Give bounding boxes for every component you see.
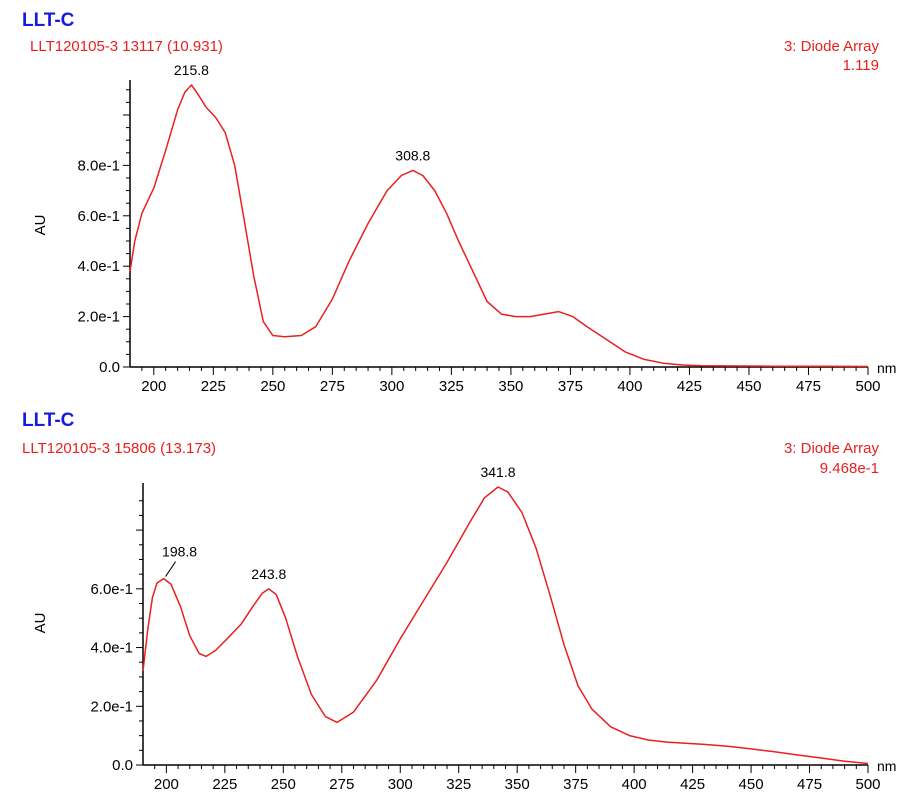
y-tick-label: 4.0e-1 xyxy=(77,258,120,275)
x-axis-label: nm xyxy=(877,758,896,774)
y-tick-label: 6.0e-1 xyxy=(90,581,133,598)
max-absorbance: 1.119 xyxy=(842,57,879,74)
x-tick-label: 225 xyxy=(212,776,237,793)
x-tick-label: 225 xyxy=(201,378,226,395)
y-axis-label: AU xyxy=(32,215,49,236)
x-tick-label: 250 xyxy=(260,378,285,395)
x-tick-label: 475 xyxy=(796,378,821,395)
peak-label: 341.8 xyxy=(480,464,515,480)
x-tick-label: 400 xyxy=(617,378,642,395)
x-tick-label: 250 xyxy=(271,776,296,793)
spectrum-line xyxy=(142,486,869,765)
spectrum-panel-2: LLT-C LLT120105-3 15806 (13.173) 3: Diod… xyxy=(0,398,911,796)
x-tick-label: 400 xyxy=(622,776,647,793)
peak-label: 198.8 xyxy=(162,544,197,560)
max-absorbance: 9.468e-1 xyxy=(819,460,879,477)
y-tick-label: 6.0e-1 xyxy=(77,208,120,225)
x-tick-label: 425 xyxy=(680,776,705,793)
x-tick-label: 450 xyxy=(736,378,761,395)
y-tick-label: 0.0 xyxy=(112,757,133,774)
spectrum-chart-1: 0.0 2.0e-1 4.0e-1 6.0e-1 8.0e-1 200 225 250 275 3… xyxy=(32,62,896,395)
peak-label: 243.8 xyxy=(251,566,286,582)
y-axis-label: AU xyxy=(32,613,49,634)
trace-id: LLT120105-3 15806 (13.173) xyxy=(22,440,217,457)
detector-label: 3: Diode Array xyxy=(783,440,879,457)
x-tick-label: 200 xyxy=(141,378,166,395)
spectrum-line xyxy=(129,84,869,368)
trace-id: LLT120105-3 13117 (10.931) xyxy=(30,38,223,55)
y-tick-label: 8.0e-1 xyxy=(77,157,120,174)
x-tick-label: 350 xyxy=(505,776,530,793)
x-tick-label: 475 xyxy=(797,776,822,793)
x-tick-label: 275 xyxy=(329,776,354,793)
x-tick-label: 300 xyxy=(388,776,413,793)
x-tick-label: 350 xyxy=(498,378,523,395)
x-axis-label: nm xyxy=(877,360,896,376)
x-tick-label: 425 xyxy=(677,378,702,395)
x-tick-label: 450 xyxy=(739,776,764,793)
x-tick-label: 375 xyxy=(563,776,588,793)
sample-name: LLT-C xyxy=(22,410,75,431)
peak-leader xyxy=(165,561,176,577)
x-tick-label: 300 xyxy=(379,378,404,395)
x-tick-label: 275 xyxy=(320,378,345,395)
y-tick-label: 2.0e-1 xyxy=(90,698,133,715)
detector-label: 3: Diode Array xyxy=(783,38,879,55)
y-tick-label: 0.0 xyxy=(99,359,120,376)
x-tick-label: 325 xyxy=(439,378,464,395)
x-tick-label: 200 xyxy=(154,776,179,793)
sample-name: LLT-C xyxy=(22,10,75,31)
peak-label: 215.8 xyxy=(174,62,209,78)
y-tick-label: 2.0e-1 xyxy=(77,309,120,326)
x-tick-label: 500 xyxy=(855,378,880,395)
peak-label: 308.8 xyxy=(395,147,430,163)
x-tick-label: 325 xyxy=(446,776,471,793)
x-tick-label: 500 xyxy=(855,776,880,793)
spectrum-panel-1: LLT-C LLT120105-3 13117 (10.931) 3: Diod… xyxy=(0,0,911,398)
x-tick-label: 375 xyxy=(558,378,583,395)
spectrum-chart-2: 0.0 2.0e-1 4.0e-1 6.0e-1 200 225 250 275 300 325 3… xyxy=(32,464,896,793)
y-tick-label: 4.0e-1 xyxy=(90,640,133,657)
